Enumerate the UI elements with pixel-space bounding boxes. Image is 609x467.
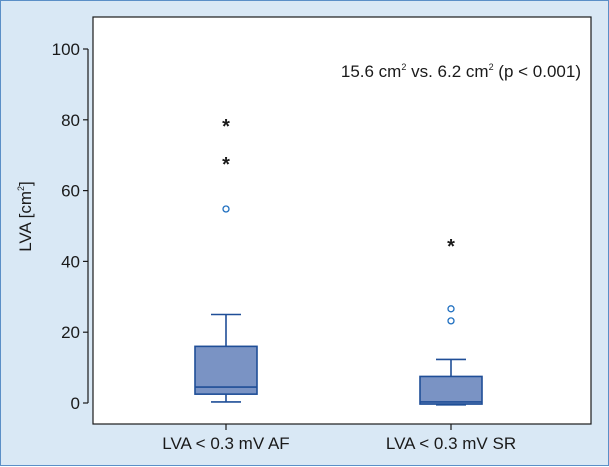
- y-tick-label: 20: [61, 323, 80, 342]
- extreme-point: *: [222, 154, 230, 176]
- outlier-point: [222, 205, 230, 213]
- x-tick-label: LVA < 0.3 mV AF: [162, 434, 289, 453]
- plot-area: [92, 16, 592, 425]
- box: [194, 345, 258, 395]
- y-tick-label: 80: [61, 111, 80, 130]
- box: [419, 375, 483, 405]
- box-group: *: [419, 236, 483, 406]
- extreme-point: *: [447, 236, 455, 258]
- y-tick-label: 40: [61, 252, 80, 271]
- outlier-point: [447, 305, 455, 313]
- annotation: 15.6 cm2 vs. 6.2 cm2 (p < 0.001): [341, 62, 581, 81]
- extreme-point: *: [222, 116, 230, 138]
- y-tick-label: 100: [52, 40, 80, 59]
- y-axis-title: LVA [cm2]: [16, 181, 35, 252]
- boxes: ***: [194, 116, 483, 406]
- x-axis: LVA < 0.3 mV AF LVA < 0.3 mV SR: [162, 424, 516, 453]
- outlier-point: [447, 317, 455, 325]
- box-group: **: [194, 116, 258, 403]
- y-axis: 0 20 40 60 80 100: [52, 40, 89, 413]
- y-tick-label: 0: [71, 394, 80, 413]
- x-tick-label: LVA < 0.3 mV SR: [386, 434, 516, 453]
- y-tick-label: 60: [61, 182, 80, 201]
